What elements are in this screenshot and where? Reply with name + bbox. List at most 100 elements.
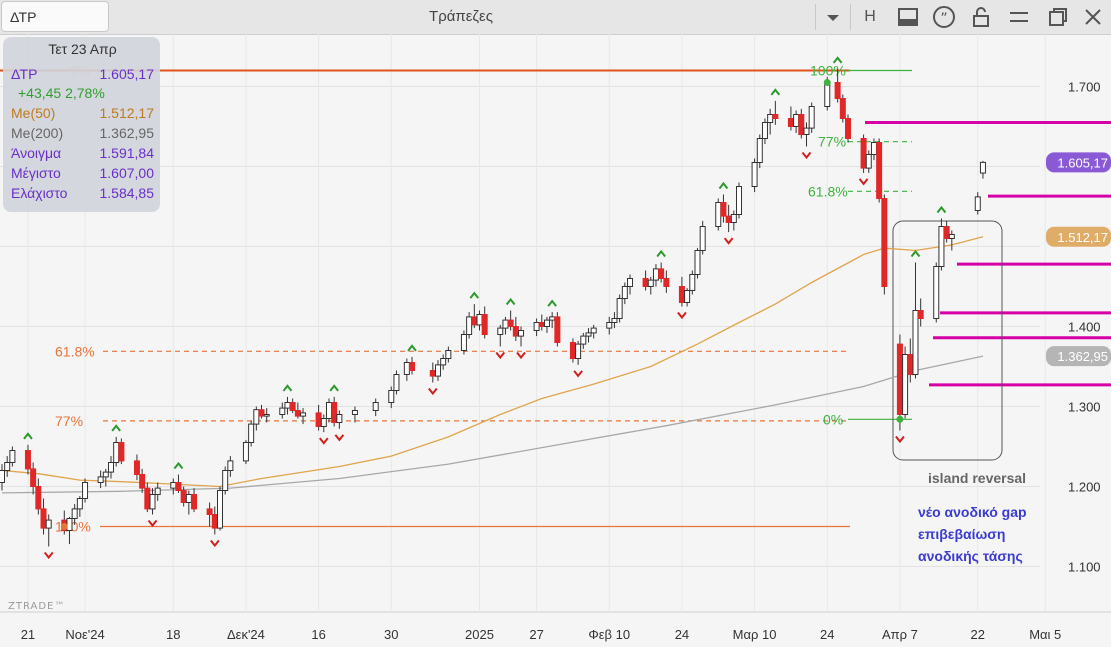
- candle: [876, 138, 883, 203]
- candle: [284, 396, 291, 415]
- candle-body: [808, 106, 815, 129]
- legend-ma200-row: Me(200) 1.362,95: [11, 125, 154, 143]
- chevron-down-icon[interactable]: [820, 4, 846, 30]
- fractal-up-marker: [770, 88, 781, 96]
- x-tick-label: 27: [529, 627, 543, 642]
- candle: [170, 478, 177, 495]
- restore-icon[interactable]: [1045, 4, 1071, 30]
- ma50-price-tag-bg: [1046, 226, 1111, 247]
- candle: [611, 312, 618, 329]
- candle-body: [798, 114, 805, 135]
- last-price-tag-bg: [1046, 152, 1111, 173]
- fractal-down-marker: [677, 311, 687, 320]
- candle: [627, 274, 634, 295]
- candle-body: [170, 482, 177, 489]
- candle: [258, 404, 265, 419]
- candle: [434, 360, 441, 381]
- candle: [107, 456, 114, 479]
- candle-body: [471, 316, 478, 326]
- candle: [720, 194, 727, 223]
- candle: [647, 276, 654, 295]
- candle-body: [543, 319, 550, 328]
- candle-body: [409, 362, 416, 371]
- candle: [325, 398, 332, 423]
- candle: [279, 402, 286, 419]
- candle-body: [253, 409, 260, 425]
- lock-icon[interactable]: [968, 4, 994, 30]
- candle: [471, 304, 478, 329]
- candle-body: [554, 316, 561, 343]
- candle-body: [227, 460, 234, 471]
- symbol-input[interactable]: ΔΤΡ: [1, 1, 109, 32]
- y-tick-label: 1.200: [1068, 480, 1101, 495]
- candle-body: [507, 319, 514, 328]
- legend-ma50-value: 1.512,17: [99, 105, 155, 121]
- candle: [388, 386, 395, 409]
- candle-body: [678, 286, 685, 303]
- candle-body: [658, 268, 665, 279]
- candle-body: [30, 468, 37, 487]
- island-reversal-box: [892, 220, 1003, 461]
- candle: [652, 264, 659, 287]
- candle: [102, 468, 109, 487]
- candle: [787, 106, 794, 131]
- x-tick-label: 22: [971, 627, 985, 642]
- fractal-down-marker: [43, 551, 54, 560]
- candle-body: [445, 350, 452, 359]
- candle-body: [756, 138, 763, 163]
- last-price-tag: 1.605,17: [1057, 155, 1108, 170]
- legend-price: 1.605,17: [99, 66, 155, 82]
- candle: [585, 328, 592, 343]
- candle: [40, 498, 47, 535]
- legend-low-row: Ελάχιστο 1.584,85: [11, 185, 154, 203]
- fibonacci-levels: 0%61.8%77%100%100%77%61.8%0%: [0, 63, 912, 535]
- fractal-up-marker: [505, 297, 516, 306]
- price-chart[interactable]: 0%61.8%77%100%100%77%61.8%0% 1.1001.2001…: [0, 34, 1111, 647]
- panel-icon[interactable]: [895, 4, 921, 30]
- gap-annotation-line1: νέο ανοδικό gap: [918, 504, 1027, 520]
- candle-body: [912, 310, 919, 375]
- candle-body: [481, 314, 488, 335]
- close-icon[interactable]: [1080, 4, 1106, 30]
- fractal-up-marker: [23, 432, 33, 440]
- x-tick-label: 2025: [465, 627, 494, 642]
- quote-icon[interactable]: ”: [931, 4, 957, 30]
- legend-date: Τετ 23 Απρ: [48, 41, 117, 57]
- candle-body: [97, 476, 104, 483]
- candle-body: [279, 407, 286, 416]
- candle: [974, 192, 981, 215]
- candle: [351, 406, 358, 423]
- letter-h-button[interactable]: H: [864, 8, 876, 25]
- candle: [133, 454, 140, 481]
- fib-anchor-dot: [60, 523, 68, 530]
- fractal-up-marker: [656, 249, 666, 258]
- candle-body: [133, 460, 140, 475]
- candle: [902, 346, 909, 419]
- candle: [497, 324, 504, 347]
- gap-annotation-line2: επιβεβαίωση: [918, 526, 1006, 542]
- candle: [507, 310, 514, 331]
- candle-body: [191, 494, 198, 510]
- candle-body: [580, 335, 587, 345]
- fib-label: 77%: [55, 413, 83, 429]
- candle-body: [606, 322, 613, 329]
- candle-body: [294, 410, 301, 417]
- legend-open-value: 1.591,84: [99, 145, 155, 161]
- y-tick-label: 1.300: [1068, 400, 1101, 415]
- candle-body: [320, 418, 327, 427]
- candle: [756, 134, 763, 169]
- candle: [606, 316, 613, 335]
- candle-body: [974, 196, 981, 211]
- menu-icon[interactable]: [1006, 4, 1032, 30]
- candle-body: [118, 442, 125, 462]
- price-tags: 1.362,95 1.512,17 1.605,17: [1046, 152, 1111, 367]
- candle: [772, 100, 779, 125]
- candle-body: [694, 250, 701, 275]
- candle: [699, 220, 706, 255]
- candle: [907, 338, 914, 383]
- fib-label: 100%: [55, 519, 91, 535]
- candle-body: [216, 490, 223, 529]
- candle: [793, 110, 800, 133]
- candle-body: [113, 442, 120, 463]
- candle-body: [730, 214, 737, 223]
